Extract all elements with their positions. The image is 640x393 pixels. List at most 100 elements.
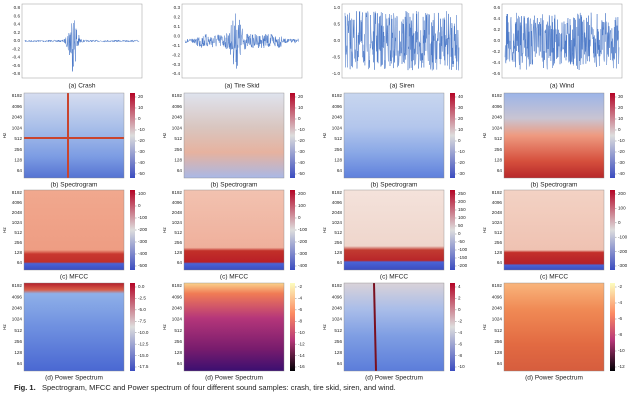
spectrogram-frame — [343, 92, 445, 179]
axis-label: Hz — [2, 226, 7, 232]
spectrogram-image — [24, 93, 124, 178]
y-tick-label: 512 — [174, 136, 182, 141]
y-tick-label: 0.3 — [174, 5, 181, 10]
panel-caption: (a) Wind — [550, 83, 575, 90]
power_spectrum-frame — [503, 282, 605, 372]
mfcc-image — [344, 190, 444, 270]
mfcc-image — [504, 190, 604, 270]
colorbar-tick-label: 0 — [458, 138, 461, 143]
colorbar-tick-label: -400 — [138, 251, 148, 256]
colorbar-tick-label: -6 — [458, 341, 463, 346]
y-tick-label: 64 — [337, 168, 343, 173]
spectrogram-image — [184, 93, 284, 178]
colorbar-tick-label: 200 — [618, 191, 626, 196]
colorbar-tick-label: -10.0 — [138, 330, 149, 335]
power_spectrum-frame — [23, 282, 125, 372]
axis-label: Hz — [322, 323, 327, 329]
figure-caption: Spectrogram, MFCC and Power spectrum of … — [42, 383, 396, 392]
colorbar-tick-label: 0.0 — [138, 284, 145, 289]
colorbar-tick-label: 0 — [138, 203, 141, 208]
colorbar-tick-label: -200 — [618, 249, 628, 254]
colorbar-tick-label: 30 — [458, 105, 464, 110]
colorbar-tick-label: -30 — [618, 160, 625, 165]
colorbar-tick-label: 20 — [138, 94, 144, 99]
y-tick-label: 256 — [174, 147, 182, 152]
y-tick-label: 4096 — [492, 200, 503, 205]
y-tick-label: 512 — [494, 328, 502, 333]
y-tick-label: 0.2 — [174, 15, 181, 20]
y-tick-label: 64 — [177, 260, 183, 265]
panel-caption: (c) MFCC — [60, 274, 88, 281]
y-tick-label: -0.8 — [12, 71, 20, 76]
colorbar-tick-label: -12 — [618, 364, 625, 369]
y-tick-label: 512 — [14, 230, 22, 235]
colorbar-tick-label: -50 — [458, 239, 465, 244]
y-tick-label: 256 — [14, 339, 22, 344]
axis-label: Hz — [322, 132, 327, 138]
y-tick-label: 256 — [494, 147, 502, 152]
panel-caption: (d) Power Spectrum — [205, 375, 263, 382]
waveform-frame — [21, 3, 143, 79]
colorbar-tick-label: -10 — [298, 330, 305, 335]
y-tick-label: 4096 — [172, 104, 183, 109]
y-tick-label: 512 — [14, 136, 22, 141]
colorbar-tick-label: -20 — [298, 138, 305, 143]
colorbar-tick-label: 100 — [458, 215, 466, 220]
colorbar — [290, 190, 295, 270]
colorbar-tick-label: -10 — [618, 138, 625, 143]
y-tick-label: 64 — [497, 260, 503, 265]
colorbar-tick-label: -100 — [138, 215, 148, 220]
spectrogram-image — [344, 93, 444, 178]
y-tick-label: 256 — [174, 240, 182, 245]
panel-caption: (a) Tire Skid — [224, 83, 259, 90]
spectrogram-frame — [503, 92, 605, 179]
y-tick-label: 8192 — [12, 93, 23, 98]
colorbar-tick-label: -20 — [458, 160, 465, 165]
y-tick-label: 128 — [334, 350, 342, 355]
y-tick-label: 128 — [14, 350, 22, 355]
y-tick-label: 128 — [494, 350, 502, 355]
colorbar-tick-label: -10 — [618, 348, 625, 353]
colorbar-tick-label: -20 — [618, 149, 625, 154]
colorbar-tick-label: -50 — [138, 171, 145, 176]
colorbar-tick-label: 10 — [138, 105, 144, 110]
colorbar-tick-label: -10 — [458, 149, 465, 154]
colorbar-tick-label: -200 — [298, 239, 308, 244]
y-tick-label: 256 — [334, 147, 342, 152]
y-tick-label: 128 — [494, 250, 502, 255]
y-tick-label: 128 — [494, 158, 502, 163]
figure-label: Fig. 1. — [14, 383, 36, 392]
y-tick-label: -0.2 — [12, 46, 20, 51]
colorbar-tick-label: 30 — [618, 94, 624, 99]
y-tick-label: 128 — [174, 250, 182, 255]
colorbar-tick-label: 4 — [458, 284, 461, 289]
y-tick-label: 2048 — [492, 115, 503, 120]
power_spectrum-frame — [343, 282, 445, 372]
colorbar-tick-label: 250 — [458, 191, 466, 196]
power_spectrum-frame — [183, 282, 285, 372]
colorbar-tick-label: 0 — [618, 127, 621, 132]
y-tick-label: 64 — [177, 168, 183, 173]
panel-caption: (c) MFCC — [540, 274, 568, 281]
y-tick-label: 1024 — [492, 317, 503, 322]
colorbar-tick-label: 50 — [458, 223, 464, 228]
y-tick-label: 4096 — [12, 104, 23, 109]
y-tick-label: 2048 — [172, 210, 183, 215]
y-tick-label: 512 — [494, 136, 502, 141]
colorbar-tick-label: -300 — [618, 263, 628, 268]
y-tick-label: 8192 — [332, 283, 343, 288]
y-tick-label: 2048 — [12, 210, 23, 215]
colorbar-tick-label: -10 — [298, 127, 305, 132]
panel-caption: (c) MFCC — [220, 274, 248, 281]
y-tick-label: 0.6 — [494, 5, 501, 10]
mfcc-frame — [183, 189, 285, 271]
colorbar-tick-label: 0 — [618, 220, 621, 225]
y-tick-label: 4096 — [12, 294, 23, 299]
colorbar-tick-label: 150 — [458, 207, 466, 212]
colorbar-tick-label: -30 — [458, 171, 465, 176]
axis-label: Hz — [482, 226, 487, 232]
colorbar-tick-label: 20 — [298, 94, 304, 99]
colorbar-tick-label: 10 — [458, 127, 464, 132]
y-tick-label: 2048 — [492, 306, 503, 311]
y-tick-label: 1024 — [332, 220, 343, 225]
